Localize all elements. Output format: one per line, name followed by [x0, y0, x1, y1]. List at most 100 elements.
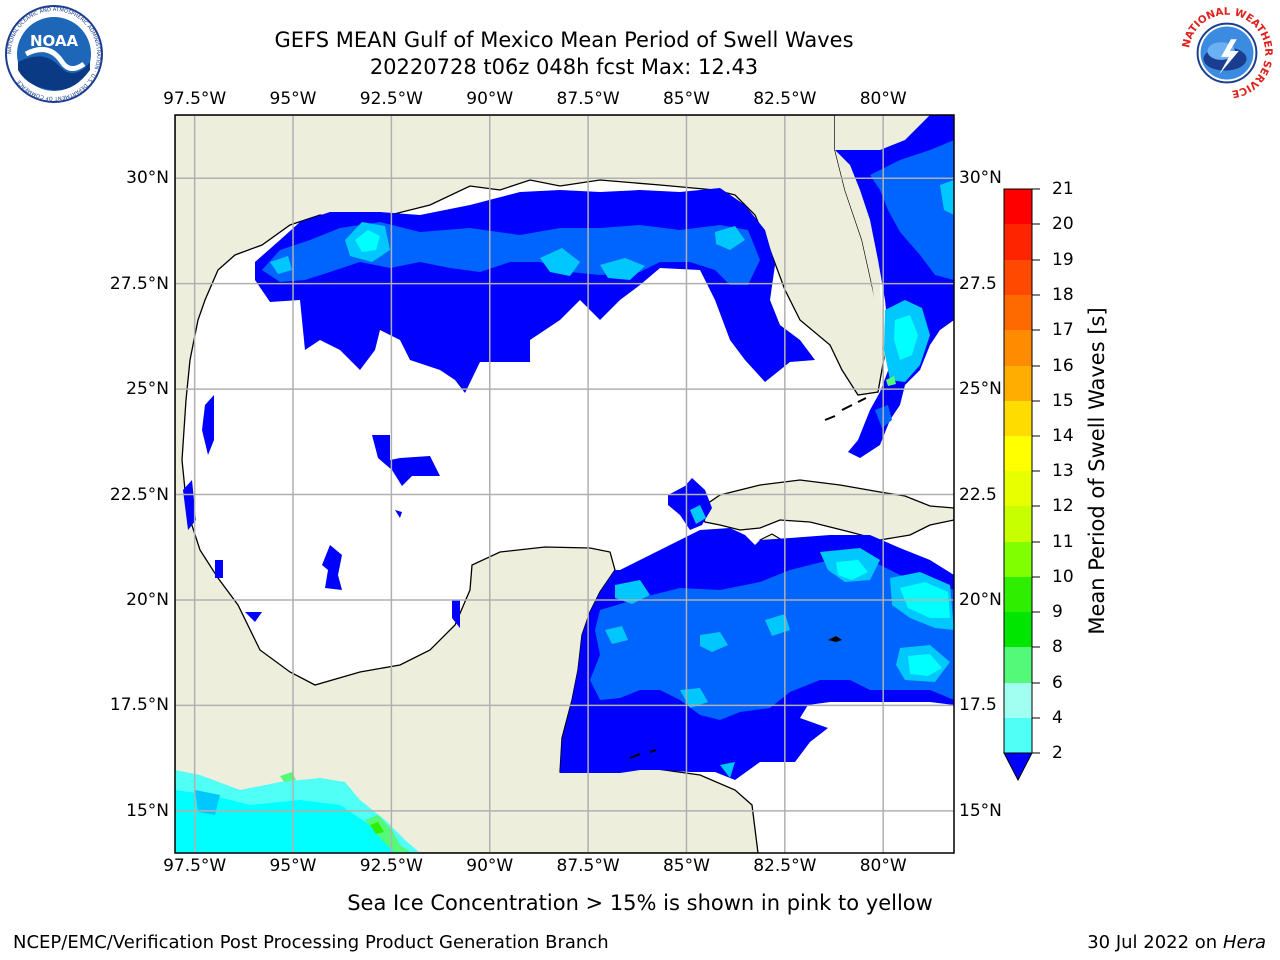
colorbar-title: Mean Period of Swell Waves [s] [1085, 307, 1109, 635]
swell-contour [700, 632, 728, 652]
swell-contour [370, 822, 384, 834]
swell-contour [355, 230, 380, 252]
map-subtitle: 20220728 t06z 048h fcst Max: 12.43 [369, 55, 759, 79]
colorbar-box [1004, 401, 1032, 437]
colorbar-extend-arrow [1003, 752, 1033, 782]
swell-contour [765, 614, 790, 636]
colorbar-box [1004, 683, 1032, 719]
swell-contour [870, 140, 954, 280]
colorbar-box [1004, 295, 1032, 331]
colorbar-tick-label: 2 [1052, 743, 1063, 763]
swell-contour [894, 315, 918, 360]
swell-contour [280, 772, 296, 782]
lat-label-left: 25°N [126, 379, 169, 400]
land-bay-islands [629, 749, 657, 759]
lat-label-right: 25°N [959, 379, 1002, 400]
colorbar-tick-label: 8 [1052, 637, 1063, 657]
swell-contour [452, 600, 460, 628]
swell-contour [195, 790, 220, 815]
lon-label-top: 82.5°W [753, 89, 817, 109]
lon-label-top: 80°W [859, 89, 907, 109]
swell-contour [940, 180, 954, 215]
lat-label-right: 30°N [959, 168, 1002, 189]
lat-label-left: 27.5°N [109, 273, 169, 294]
lon-label-bottom: 90°W [466, 856, 514, 876]
colorbar-ticks [1032, 188, 1040, 754]
swell-contour [245, 612, 262, 622]
nws-logo: NATIONAL WEATHER SERVICE [1179, 6, 1274, 101]
lon-label-top: 95°W [269, 89, 317, 109]
lon-label-bottom: 95°W [269, 856, 317, 876]
swell-contour [183, 480, 196, 530]
colorbar-tick-label: 17 [1052, 320, 1074, 340]
swell-contour [215, 560, 223, 578]
colorbar-box [1004, 577, 1032, 613]
swell-contour [908, 654, 942, 676]
colorbar-box [1004, 260, 1032, 296]
map-title: GEFS MEAN Gulf of Mexico Mean Period of … [274, 28, 854, 52]
swell-contour [600, 258, 645, 280]
lat-label-right: 15°N [959, 800, 1002, 821]
noaa-logo: NOAA NATIONAL OCEANIC AND ATMOSPHERIC AD… [5, 5, 103, 103]
colorbar-box [1004, 718, 1032, 754]
colorbar-tick-label: 6 [1052, 673, 1063, 693]
colorbar-box [1004, 647, 1032, 684]
swell-contour [615, 580, 650, 604]
swell-contour [720, 762, 735, 778]
lat-label-left: 22.5°N [109, 484, 169, 505]
noaa-logo-text: NOAA [30, 32, 79, 50]
lon-label-bottom: 92.5°W [359, 856, 423, 876]
lon-label-top: 90°W [466, 89, 514, 109]
lon-label-bottom: 85°W [662, 856, 710, 876]
lat-label-left: 20°N [126, 589, 169, 610]
swell-contour [395, 510, 402, 518]
colorbar-box [1004, 366, 1032, 402]
swell-contour [715, 226, 745, 250]
footer-branch: NCEP/EMC/Verification Post Processing Pr… [13, 932, 609, 953]
lon-label-bottom: 82.5°W [753, 856, 817, 876]
footer-host: Hera [1222, 932, 1266, 953]
colorbar-tick-label: 15 [1052, 391, 1074, 411]
lon-label-bottom: 87.5°W [556, 856, 620, 876]
swell-contour [175, 790, 405, 853]
map-frame [174, 114, 955, 854]
lon-label-top: 92.5°W [359, 89, 423, 109]
colorbar-tick-label: 13 [1052, 461, 1074, 481]
swell-contour [270, 256, 292, 274]
lat-label-right: 27.5 [959, 273, 997, 294]
lat-label-left: 15°N [126, 800, 169, 821]
lat-label-left: 30°N [126, 168, 169, 189]
colorbar-tick-label: 12 [1052, 496, 1074, 516]
swell-contour [322, 545, 342, 590]
colorbar-box [1004, 506, 1032, 543]
lat-label-left: 17.5°N [109, 695, 169, 716]
colorbar-tick-label: 20 [1052, 214, 1074, 234]
colorbar-tick-label: 18 [1052, 285, 1074, 305]
lon-label-top: 85°W [662, 89, 710, 109]
land-cayman-islands [828, 636, 842, 642]
lat-label-right: 20°N [959, 589, 1002, 610]
colorbar-tick-label: 10 [1052, 567, 1074, 587]
swell-contour [372, 435, 440, 486]
swell-contour [690, 505, 706, 524]
lat-label-right: 17.5 [959, 695, 997, 716]
lon-label-bottom: 97.5°W [163, 856, 227, 876]
swell-contour [886, 376, 896, 386]
colorbar-tick-label: 14 [1052, 426, 1074, 446]
sea-ice-caption: Sea Ice Concentration > 15% is shown in … [347, 891, 933, 915]
swell-contour [540, 248, 580, 276]
colorbar-tick-label: 11 [1052, 532, 1074, 552]
colorbar-tick-label: 19 [1052, 250, 1074, 270]
colorbar-box [1004, 471, 1032, 507]
swell-contour [836, 560, 868, 580]
swell-contour [605, 626, 628, 644]
lon-label-bottom: 80°W [859, 856, 907, 876]
colorbar-box [1004, 189, 1032, 225]
colorbar-box [1004, 436, 1032, 472]
colorbar-boxes [1004, 189, 1032, 754]
map-gridlines [175, 115, 954, 853]
colorbar-tick-label: 9 [1052, 602, 1063, 622]
colorbar-box [1004, 542, 1032, 578]
